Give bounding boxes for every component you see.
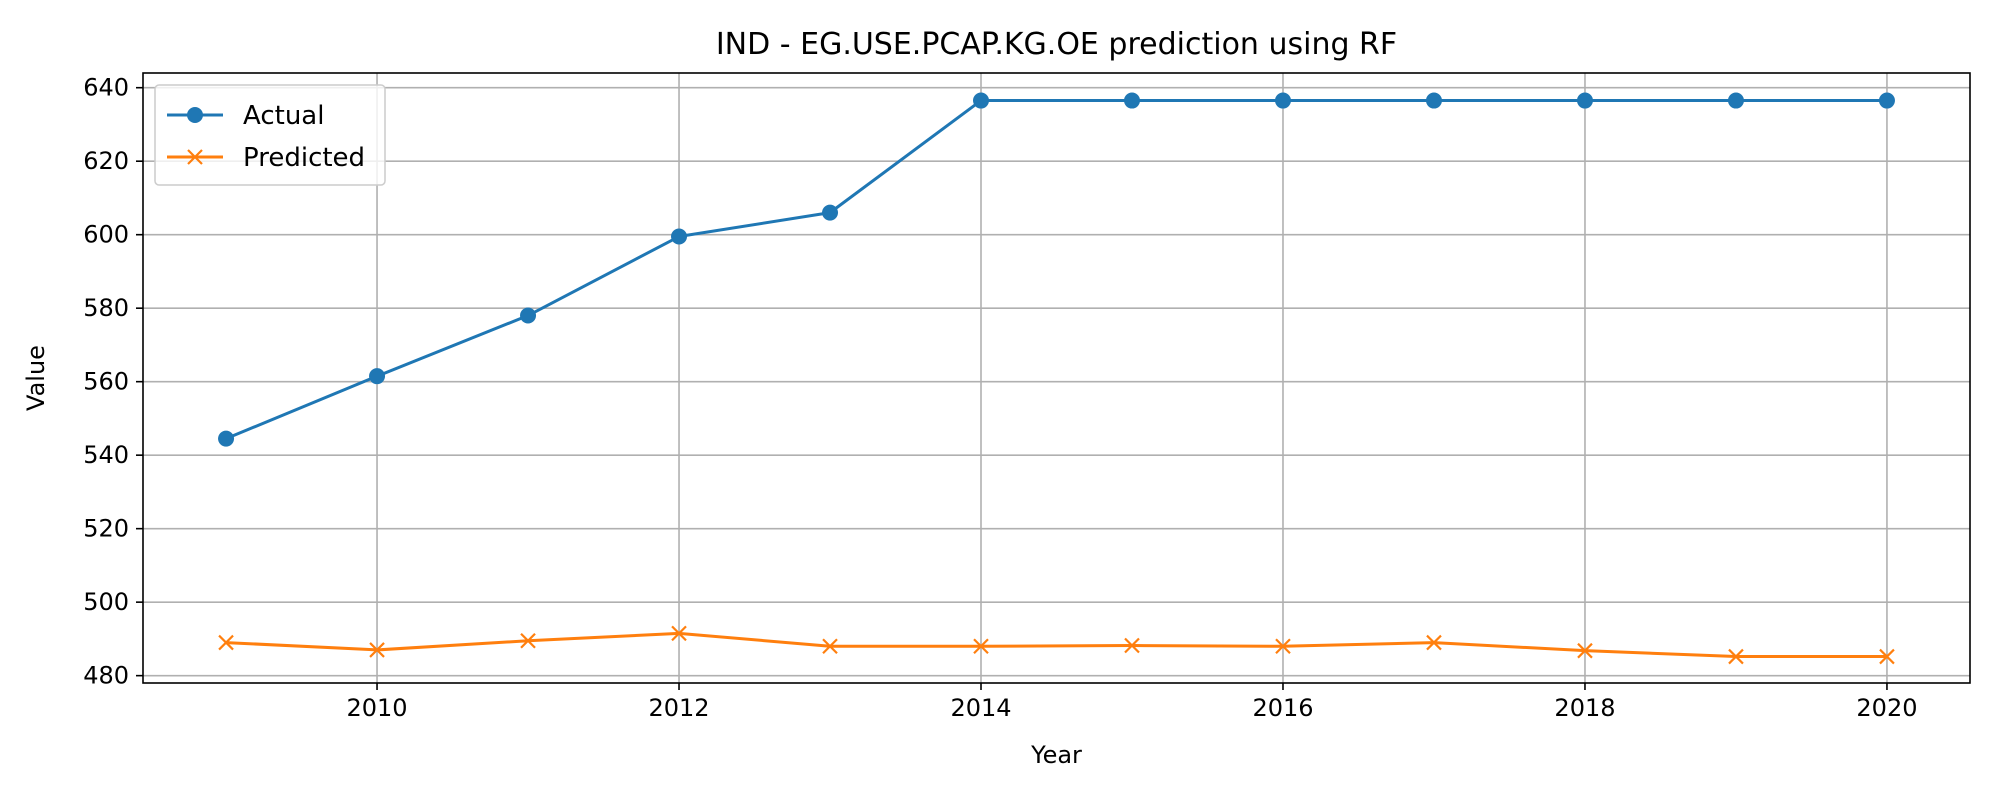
x-tick-label: 2016 (1252, 694, 1313, 722)
actual-point (822, 204, 839, 221)
legend-label-predicted: Predicted (243, 143, 365, 173)
predicted-line (225, 631, 1887, 659)
legend-label-actual: Actual (243, 101, 324, 131)
predicted-point (671, 625, 687, 642)
actual-point (1878, 92, 1895, 109)
x-tick-label: 2012 (648, 694, 709, 722)
plot-frame (142, 72, 1971, 684)
actual-point (369, 368, 386, 385)
legend-marker-actual (187, 107, 203, 123)
actual-point (1123, 92, 1140, 109)
predicted-point (1124, 637, 1140, 654)
legend-marker-predicted (187, 149, 203, 165)
y-tick-label: 620 (83, 147, 129, 175)
legend: Actual Predicted (154, 84, 386, 186)
actual-point (218, 430, 235, 447)
actual-point (671, 228, 688, 245)
predicted-point (1426, 634, 1442, 651)
x-tick-label: 2014 (950, 694, 1011, 722)
predicted-point (1577, 642, 1593, 659)
predicted-point (369, 642, 385, 658)
y-tick-label: 580 (83, 294, 129, 322)
predicted-point (520, 632, 536, 649)
actual-point (520, 307, 537, 324)
actual-point (1425, 92, 1442, 109)
chart-title: IND - EG.USE.PCAP.KG.OE prediction using… (716, 27, 1397, 62)
x-tick-label: 2010 (346, 694, 407, 722)
y-tick-label: 540 (83, 441, 129, 469)
actual-line (225, 99, 1887, 441)
y-tick-label: 600 (83, 221, 129, 249)
legend-box (154, 84, 386, 186)
actual-point (973, 92, 990, 109)
y-tick-label: 560 (83, 368, 129, 396)
predicted-point (218, 634, 234, 651)
x-tick-label: 2020 (1856, 694, 1917, 722)
actual-point (1274, 92, 1291, 109)
actual-point (1576, 92, 1593, 109)
predicted-point (973, 638, 989, 655)
series-actual (218, 92, 1895, 447)
grid (143, 73, 1970, 683)
x-tick-label: 2018 (1554, 694, 1615, 722)
x-axis-label: Year (1030, 741, 1082, 769)
legend-item-actual: Actual (167, 101, 324, 131)
series-predicted (218, 625, 1895, 665)
actual-point (1727, 92, 1744, 109)
predicted-point (1275, 638, 1291, 655)
legend-item-predicted: Predicted (167, 143, 365, 173)
predicted-point (1879, 648, 1895, 665)
y-tick-label: 480 (83, 662, 129, 690)
y-tick-label: 500 (83, 588, 129, 616)
y-tick-label: 640 (83, 74, 129, 102)
y-tick-label: 520 (83, 515, 129, 543)
predicted-point (1728, 648, 1744, 665)
axis-ticks: 2010 2012 2014 2016 2018 2020 480 500 520 540 560 5… (83, 74, 1917, 722)
series-layer (218, 92, 1895, 665)
y-axis-label: Value (22, 345, 50, 411)
predicted-point (822, 638, 838, 655)
